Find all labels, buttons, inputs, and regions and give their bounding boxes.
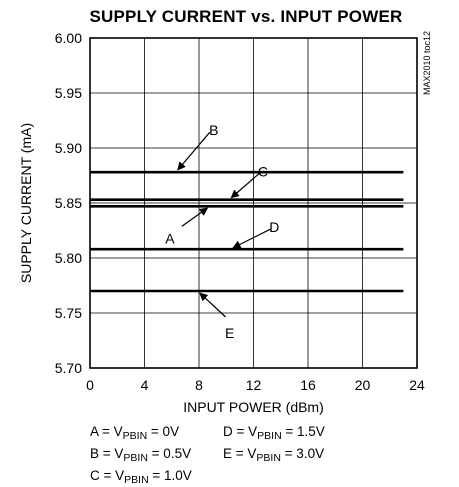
y-axis-label: SUPPLY CURRENT (mA) [18, 123, 34, 283]
legend-entry-c: C = VPBIN = 1.0V [90, 468, 192, 486]
annotation-label-b: B [209, 122, 218, 138]
grid [89, 37, 418, 369]
plot-frame [89, 37, 418, 369]
y-tick-labels: 5.70 5.75 5.80 5.85 5.90 5.95 6.00 [55, 30, 82, 376]
legend-entry-b: B = VPBIN = 0.5V [90, 446, 191, 464]
legend-entry-d: D = VPBIN = 1.5V [223, 424, 325, 442]
annotation-label-e: E [225, 325, 234, 341]
x-tick-label: 16 [300, 377, 316, 393]
chart-title: SUPPLY CURRENT vs. INPUT POWER [89, 7, 402, 26]
x-axis-label: INPUT POWER (dBm) [183, 399, 324, 415]
y-tick-label: 5.75 [55, 305, 82, 321]
x-tick-label: 8 [195, 377, 203, 393]
annotation-label-c: C [258, 164, 268, 180]
legend-entry-e: E = VPBIN = 3.0V [223, 446, 324, 464]
y-tick-label: 5.95 [55, 85, 82, 101]
legend: A = VPBIN = 0V B = VPBIN = 0.5V C = VPBIN … [90, 424, 325, 486]
figure-id-note: MAX2010 toc12 [422, 31, 432, 95]
annotations: B C A D E [165, 122, 279, 341]
annotation-label-d: D [269, 219, 279, 235]
x-tick-label: 20 [355, 377, 371, 393]
x-tick-label: 12 [246, 377, 262, 393]
x-tick-labels: 0 4 8 12 16 20 24 [86, 377, 425, 393]
legend-entry-a: A = VPBIN = 0V [90, 424, 179, 442]
annotation-arrow-a [181, 207, 209, 227]
y-tick-label: 5.90 [55, 140, 82, 156]
annotation-arrow-b [177, 131, 211, 171]
x-tick-label: 24 [409, 377, 425, 393]
y-tick-label: 5.70 [55, 360, 82, 376]
annotation-arrow-d [232, 228, 271, 249]
annotation-label-a: A [165, 230, 175, 246]
x-tick-label: 0 [86, 377, 94, 393]
x-tick-label: 4 [141, 377, 149, 393]
annotation-arrow-c [230, 173, 260, 199]
annotation-arrow-e [199, 292, 227, 318]
y-tick-label: 6.00 [55, 30, 82, 46]
series-lines [90, 170, 404, 293]
y-tick-label: 5.80 [55, 250, 82, 266]
y-tick-label: 5.85 [55, 195, 82, 211]
